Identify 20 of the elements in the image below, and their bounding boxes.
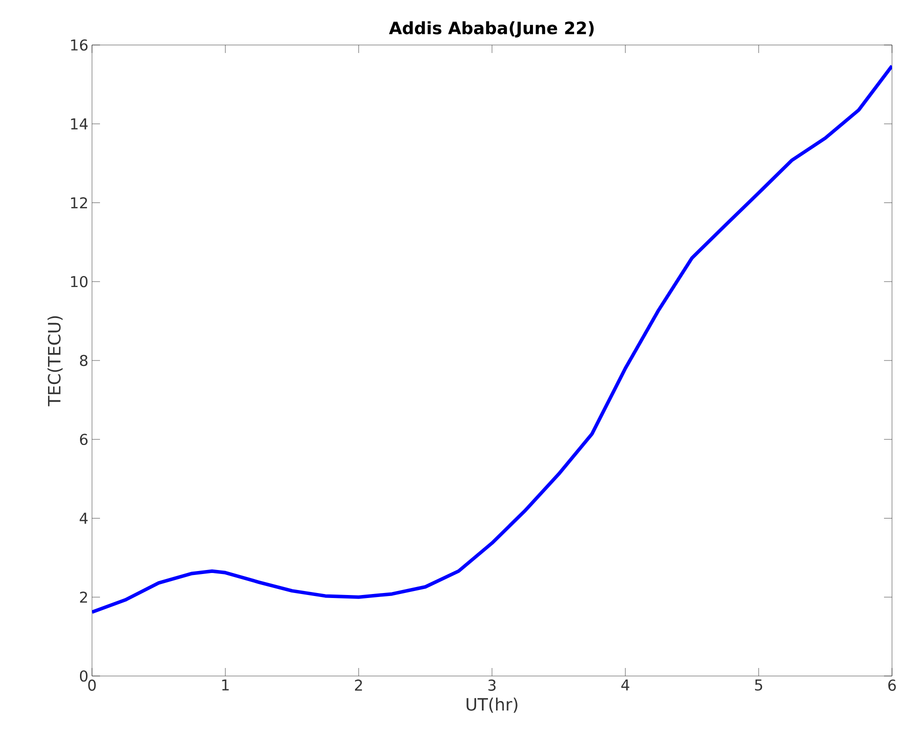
x-tick-label: 1: [222, 680, 229, 690]
x-tick-label: 4: [621, 680, 630, 690]
x-tick-label: 0: [88, 680, 96, 691]
y-tick-label: 14: [71, 118, 88, 130]
y-tick-label: 12: [71, 197, 87, 208]
y-tick-label: 16: [71, 39, 88, 51]
chart-title: Addis Ababa(June 22): [388, 21, 594, 38]
y-tick-label: 0: [80, 670, 88, 682]
x-tick-label: 3: [488, 680, 496, 691]
y-tick-label: 6: [80, 434, 88, 446]
y-tick-label: 2: [80, 592, 87, 603]
x-tick-label: 5: [755, 680, 762, 691]
line-series: [92, 64, 892, 614]
y-tick-label: 8: [80, 354, 88, 366]
y-tick-label: 4: [80, 512, 88, 524]
x-tick-label: 6: [888, 680, 896, 691]
y-axis-title: TEC(TECU): [48, 316, 63, 406]
x-tick-label: 2: [355, 680, 362, 691]
y-tick-label: 10: [71, 276, 88, 288]
x-axis-title: UT(hr): [466, 698, 518, 713]
